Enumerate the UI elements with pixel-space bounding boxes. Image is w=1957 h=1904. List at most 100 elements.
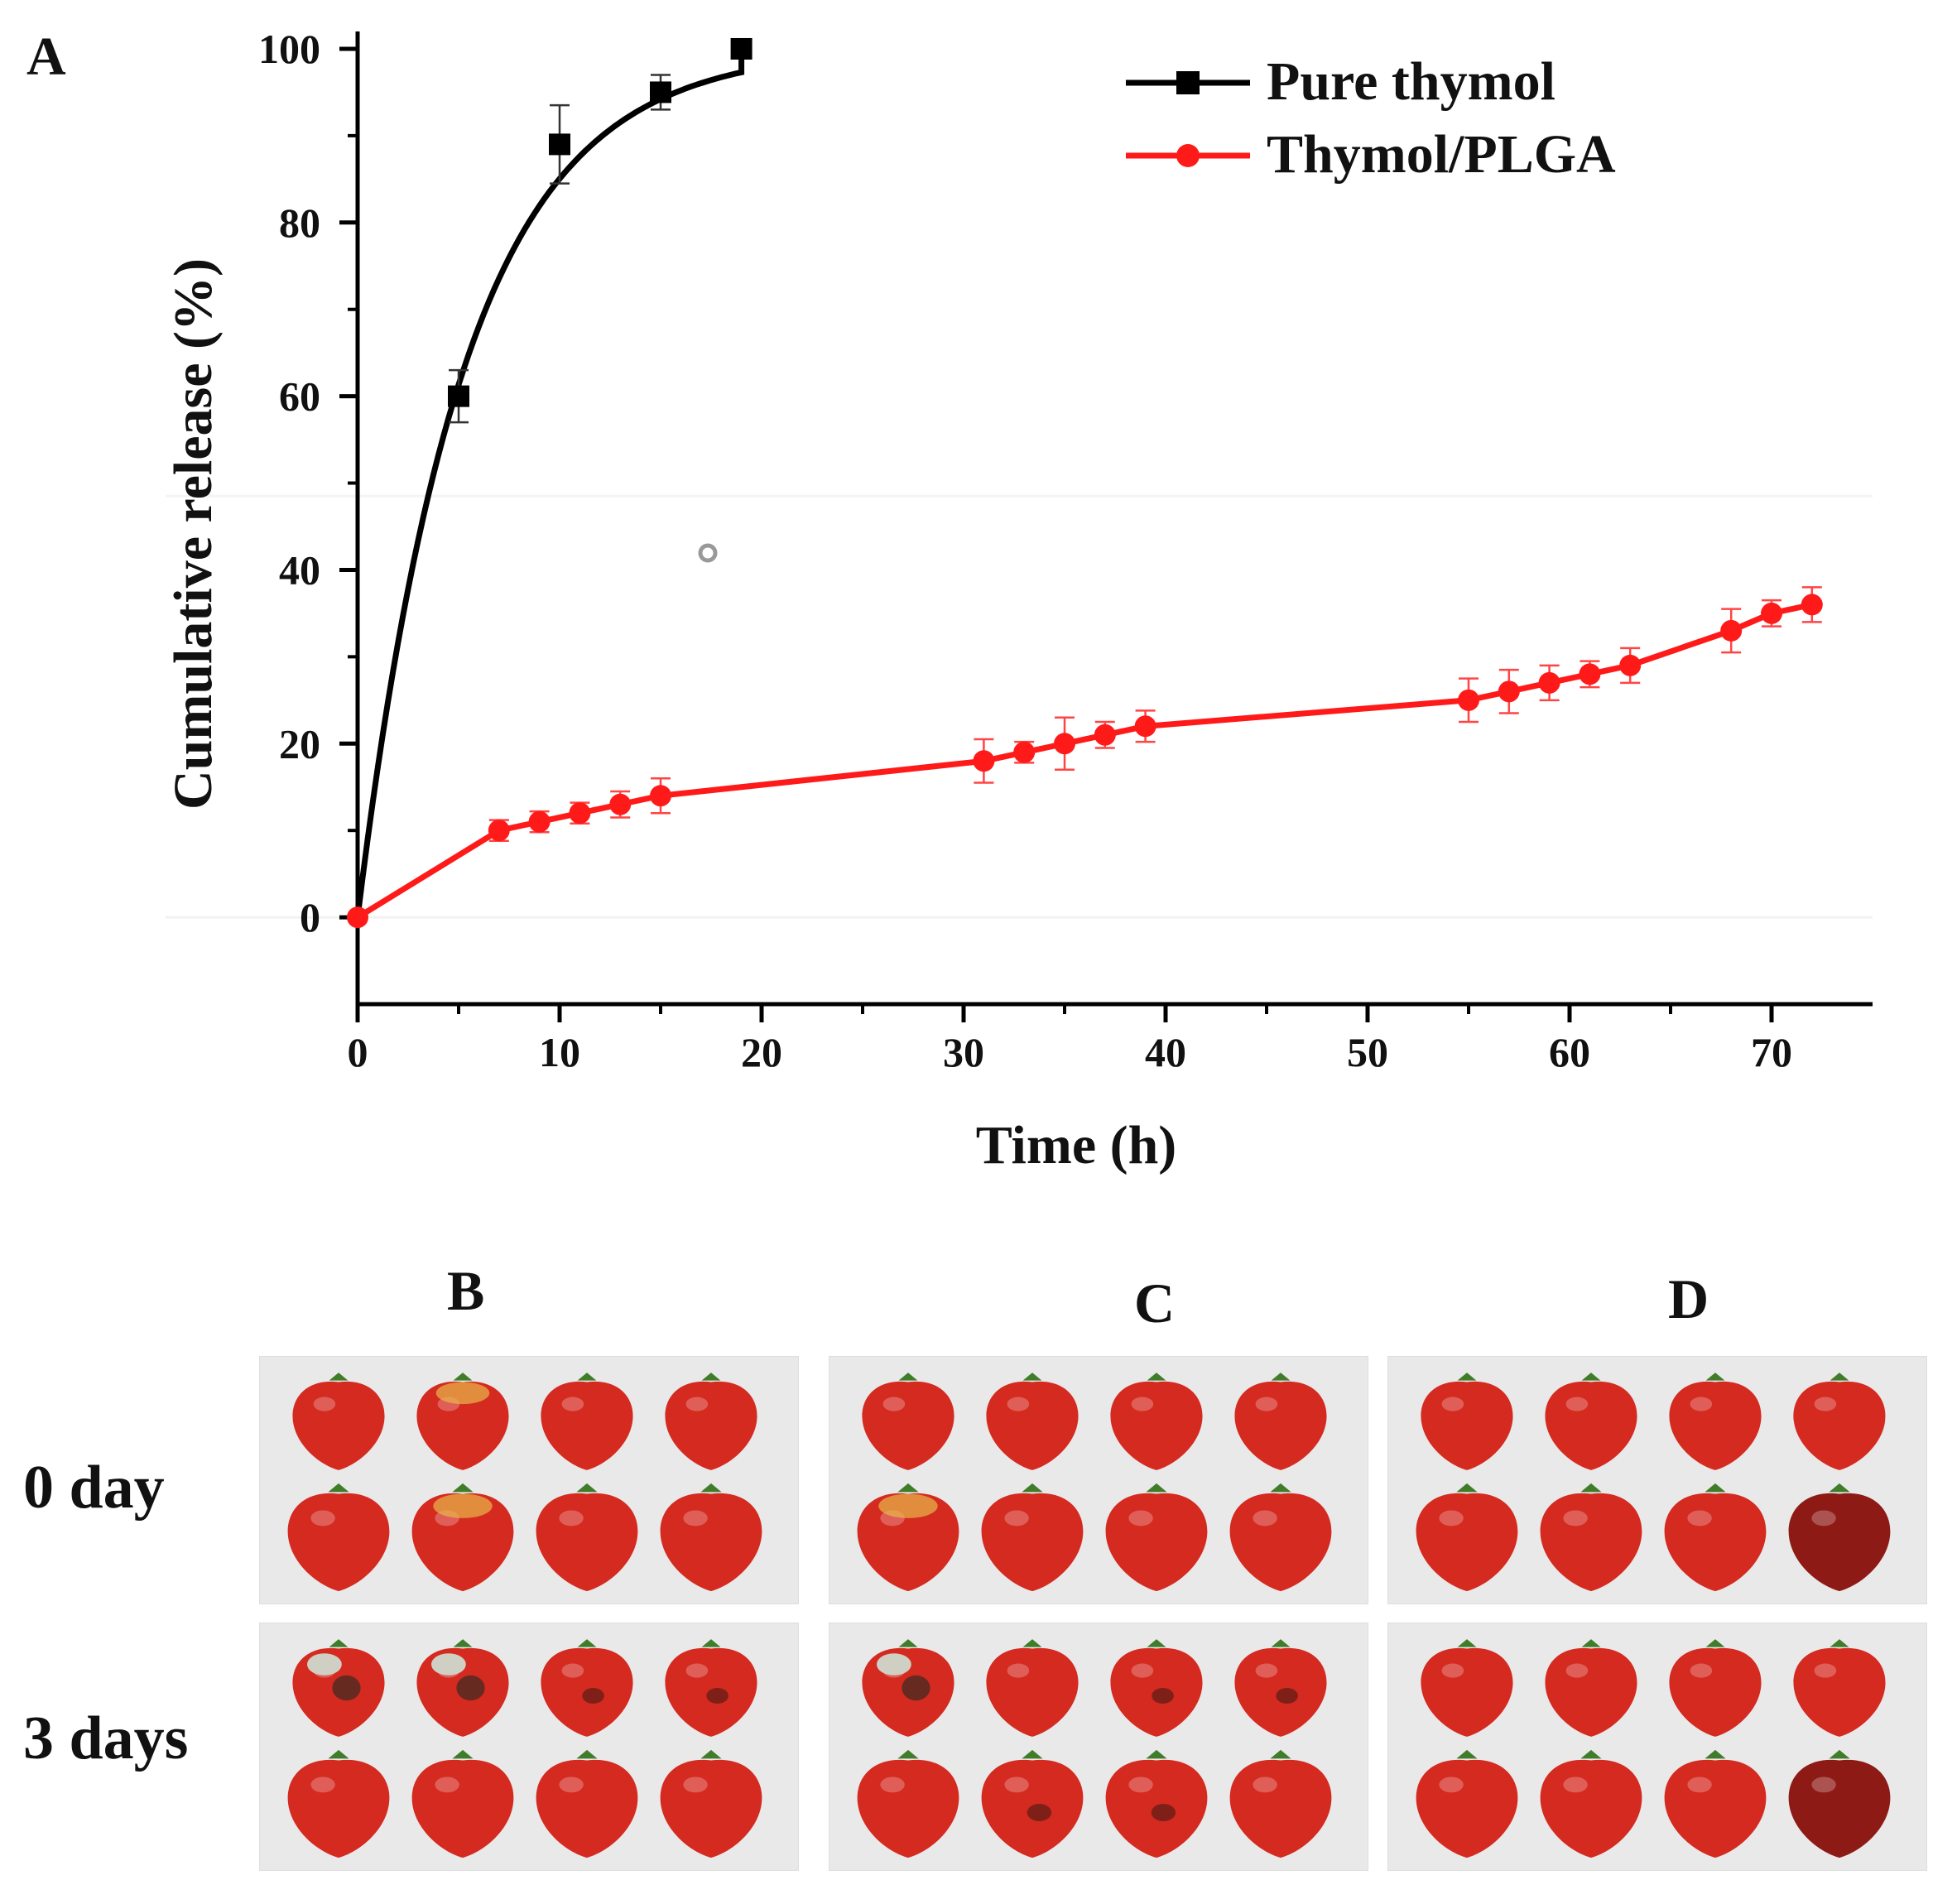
strawberry-highlight — [310, 1777, 335, 1793]
strawberry-body — [1788, 1759, 1891, 1858]
y-tick-label: 20 — [279, 720, 320, 767]
strawberry-icon — [1421, 1639, 1513, 1737]
strawberry-leaf — [898, 1639, 918, 1647]
strawberry-icon — [541, 1639, 633, 1737]
strawberry-highlight — [1004, 1777, 1029, 1793]
strawberry-icon — [660, 1483, 762, 1592]
photo-d-day3 — [1387, 1623, 1927, 1871]
strawberry-body — [986, 1381, 1079, 1470]
strawberry-icon — [1540, 1749, 1642, 1858]
strawberry-body — [416, 1381, 509, 1470]
strawberry-icon — [292, 1639, 385, 1737]
strawberry-leaf — [1581, 1373, 1601, 1381]
strawberry-icon — [862, 1639, 954, 1737]
strawberry-leaf — [701, 1373, 721, 1381]
point-thymol-plga — [1013, 741, 1036, 763]
strawberry-body — [660, 1493, 762, 1592]
point-thymol-plga — [1720, 619, 1743, 642]
grid — [166, 494, 1873, 919]
strawberry-body — [986, 1647, 1079, 1737]
point-thymol-plga — [1761, 602, 1782, 624]
bruise-spot — [1027, 1804, 1052, 1821]
x-tick-label: 70 — [1751, 1029, 1792, 1075]
strawberry-icon — [1788, 1749, 1891, 1858]
strawberry-leaf — [1271, 1639, 1291, 1647]
strawberry-body — [857, 1493, 959, 1592]
strawberry-icon — [287, 1749, 390, 1858]
y-tick-label: 60 — [279, 373, 320, 420]
strawberry-body — [1545, 1647, 1637, 1737]
strawberry-leaf — [897, 1749, 919, 1759]
x-tick-label: 50 — [1347, 1029, 1388, 1075]
strawberry-highlight — [683, 1777, 708, 1793]
strawberry-icon — [287, 1483, 390, 1592]
strawberry-body — [665, 1381, 757, 1470]
x-tick-label: 20 — [741, 1029, 782, 1075]
point-thymol-plga — [1094, 724, 1116, 746]
strawberry-icon — [862, 1373, 954, 1470]
strawberry-icon — [1793, 1373, 1886, 1470]
strawberry-leaf — [1022, 1373, 1042, 1381]
strawberry-body — [660, 1759, 762, 1858]
legend-marker-thymol-plga — [1176, 144, 1200, 167]
strawberry-highlight — [1253, 1777, 1277, 1793]
strawberry-icon — [536, 1483, 638, 1592]
strawberry-highlight — [1131, 1663, 1154, 1678]
strawberry-leaf — [1270, 1483, 1291, 1493]
strawberry-leaf — [452, 1483, 474, 1493]
strawberry-highlight — [1565, 1397, 1589, 1411]
rot-spot — [456, 1675, 485, 1701]
strawberry-body — [1540, 1493, 1642, 1592]
point-thymol-plga — [1538, 671, 1560, 694]
series-line-pure-thymol — [354, 49, 745, 918]
axes: 0 20 40 60 80 100 0 10 20 30 40 50 60 70 — [258, 26, 1873, 1075]
strawberry-body — [287, 1759, 390, 1858]
strawberry-highlight — [435, 1777, 459, 1793]
strawberry-unripe-top — [433, 1493, 493, 1518]
strawberry-highlight — [1811, 1777, 1836, 1793]
strawberry-icon — [1234, 1639, 1327, 1737]
x-tick-label: 60 — [1549, 1029, 1590, 1075]
strawberry-leaf — [1830, 1639, 1849, 1647]
strawberry-leaf — [1147, 1639, 1166, 1647]
strawberry-leaf — [1456, 1483, 1478, 1493]
strawberry-leaf — [329, 1639, 349, 1647]
point-thymol-plga — [1801, 594, 1823, 616]
strawberry-icon — [665, 1373, 757, 1470]
strawberry-body — [1669, 1381, 1762, 1470]
strawberry-icon — [541, 1373, 633, 1470]
strawberry-leaf — [329, 1373, 349, 1381]
point-thymol-plga — [1579, 663, 1601, 685]
strawberry-highlight — [1690, 1397, 1713, 1411]
strawberry-body — [1793, 1647, 1886, 1737]
strawberry-icon — [416, 1639, 509, 1737]
strawberry-icon — [536, 1749, 638, 1858]
strawberry-leaf — [1829, 1749, 1850, 1759]
photo-b-day3 — [259, 1623, 799, 1871]
strawberry-highlight — [880, 1777, 905, 1793]
strawberry-body — [862, 1381, 954, 1470]
point-thymol-plga — [488, 820, 510, 842]
strawberry-leaf — [1829, 1483, 1850, 1493]
strawberry-icon — [1545, 1639, 1637, 1737]
y-tick-label: 80 — [279, 200, 320, 246]
strawberry-icon — [1416, 1749, 1518, 1858]
panel-label-c: C — [1134, 1272, 1176, 1334]
strawberry-leaf — [700, 1483, 722, 1493]
strawberry-body — [287, 1493, 390, 1592]
strawberry-highlight — [1128, 1510, 1153, 1527]
strawberry-highlight — [1687, 1777, 1712, 1793]
point-pure-thymol — [730, 37, 753, 60]
rot-spot — [332, 1675, 361, 1701]
strawberry-highlight — [1128, 1777, 1153, 1793]
strawberry-leaf — [453, 1639, 473, 1647]
release-chart: A 0 20 40 60 80 100 0 10 20 30 40 50 60 70 Time (h) C… — [26, 26, 1873, 1176]
strawberry-icon — [857, 1749, 959, 1858]
strawberry-leaf — [1457, 1373, 1477, 1381]
strawberry-highlight — [1439, 1777, 1464, 1793]
strawberry-body — [411, 1493, 514, 1592]
strawberry-icon — [660, 1749, 762, 1858]
strawberry-highlight — [1687, 1510, 1712, 1527]
strawberry-icon — [1105, 1749, 1208, 1858]
strawberry-leaf — [577, 1639, 597, 1647]
